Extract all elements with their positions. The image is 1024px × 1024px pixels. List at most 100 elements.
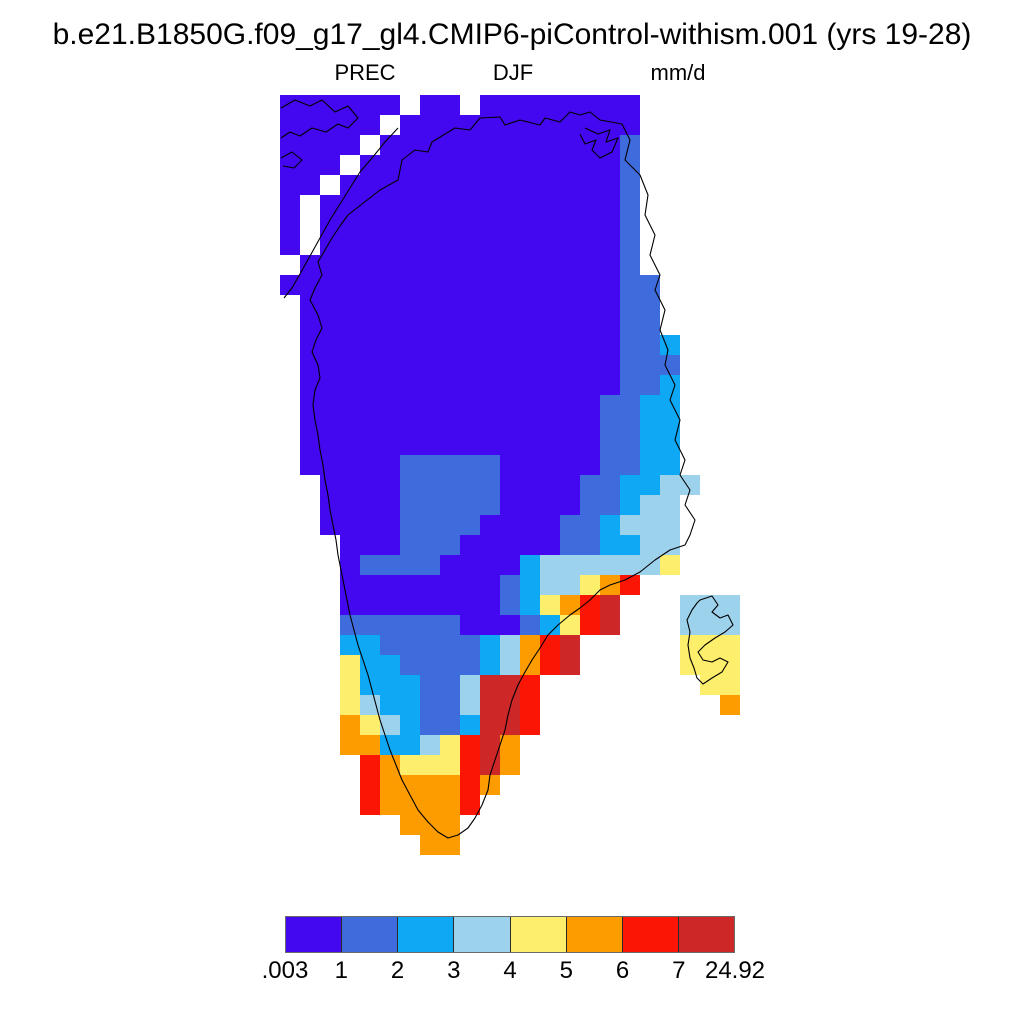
- grid-cell: [460, 455, 480, 475]
- grid-cell: [620, 375, 640, 395]
- grid-cell: [520, 655, 540, 675]
- grid-cell: [600, 555, 620, 575]
- grid-cell: [440, 775, 460, 795]
- grid-cell: [500, 315, 520, 335]
- grid-cell: [400, 695, 420, 715]
- grid-cell: [540, 275, 560, 295]
- grid-cell: [560, 555, 580, 575]
- grid-cell: [560, 95, 580, 115]
- grid-cell: [340, 275, 360, 295]
- grid-cell: [340, 395, 360, 415]
- grid-cell: [540, 435, 560, 455]
- grid-cell: [540, 175, 560, 195]
- grid-cell: [460, 395, 480, 415]
- grid-cell: [320, 135, 340, 155]
- grid-cell: [620, 135, 640, 155]
- grid-cell: [360, 495, 380, 515]
- grid-cell: [500, 515, 520, 535]
- grid-cell: [620, 255, 640, 275]
- grid-cell: [400, 415, 420, 435]
- grid-cell: [380, 515, 400, 535]
- grid-cell: [380, 235, 400, 255]
- grid-cell: [660, 515, 680, 535]
- grid-cell: [440, 255, 460, 275]
- grid-cell: [600, 315, 620, 335]
- grid-cell: [640, 295, 660, 315]
- grid-cell: [320, 475, 340, 495]
- grid-cell: [420, 315, 440, 335]
- grid-cell: [680, 475, 700, 495]
- grid-cell: [380, 475, 400, 495]
- grid-cell: [400, 515, 420, 535]
- grid-cell: [420, 515, 440, 535]
- grid-cell: [460, 715, 480, 735]
- grid-cell: [340, 375, 360, 395]
- grid-cell: [480, 515, 500, 535]
- grid-cell: [400, 115, 420, 135]
- grid-cell: [560, 515, 580, 535]
- grid-cell: [360, 295, 380, 315]
- grid-cell: [500, 415, 520, 435]
- grid-cell: [520, 215, 540, 235]
- grid-cell: [580, 275, 600, 295]
- grid-cell: [600, 155, 620, 175]
- grid-cell: [380, 295, 400, 315]
- grid-cell: [420, 275, 440, 295]
- grid-cell: [480, 555, 500, 575]
- grid-cell: [520, 415, 540, 435]
- grid-cell: [520, 675, 540, 695]
- grid-cell: [660, 495, 680, 515]
- grid-cell: [320, 355, 340, 375]
- grid-cell: [440, 295, 460, 315]
- grid-cell: [400, 155, 420, 175]
- grid-cell: [380, 775, 400, 795]
- grid-cell: [420, 635, 440, 655]
- grid-cell: [400, 675, 420, 695]
- grid-cell: [460, 655, 480, 675]
- grid-cell: [420, 235, 440, 255]
- grid-cell: [520, 455, 540, 475]
- grid-cell: [520, 435, 540, 455]
- grid-cell: [620, 95, 640, 115]
- grid-cell: [420, 535, 440, 555]
- grid-cell: [340, 715, 360, 735]
- grid-cell: [380, 575, 400, 595]
- grid-cell: [600, 615, 620, 635]
- grid-cell: [320, 275, 340, 295]
- coastline-path: [579, 127, 619, 159]
- coastline-path: [280, 151, 303, 169]
- grid-cell: [440, 615, 460, 635]
- colorbar-swatch: [342, 917, 399, 952]
- grid-cell: [640, 335, 660, 355]
- grid-cell: [300, 335, 320, 355]
- colorbar-swatch: [678, 917, 734, 952]
- colorbar: [285, 916, 735, 953]
- grid-cell: [280, 175, 300, 195]
- grid-cell: [400, 615, 420, 635]
- grid-cell: [400, 595, 420, 615]
- grid-cell: [480, 95, 500, 115]
- grid-cell: [320, 195, 340, 215]
- coastline-layer: [280, 99, 734, 839]
- grid-cell: [460, 135, 480, 155]
- grid-cell: [420, 475, 440, 495]
- grid-cell: [440, 715, 460, 735]
- grid-cell: [620, 555, 640, 575]
- grid-cell: [480, 755, 500, 775]
- grid-cell: [460, 555, 480, 575]
- grid-cell: [460, 355, 480, 375]
- grid-cell: [380, 795, 400, 815]
- grid-cell: [400, 655, 420, 675]
- grid-cell: [520, 695, 540, 715]
- grid-cell: [380, 335, 400, 355]
- grid-cell: [420, 815, 440, 835]
- grid-cell: [340, 195, 360, 215]
- grid-cell: [640, 435, 660, 455]
- grid-cell: [340, 315, 360, 335]
- grid-cell: [620, 515, 640, 535]
- grid-cell: [360, 535, 380, 555]
- grid-cell: [540, 135, 560, 155]
- grid-cell: [360, 335, 380, 355]
- grid-cell: [640, 355, 660, 375]
- grid-cell: [380, 415, 400, 435]
